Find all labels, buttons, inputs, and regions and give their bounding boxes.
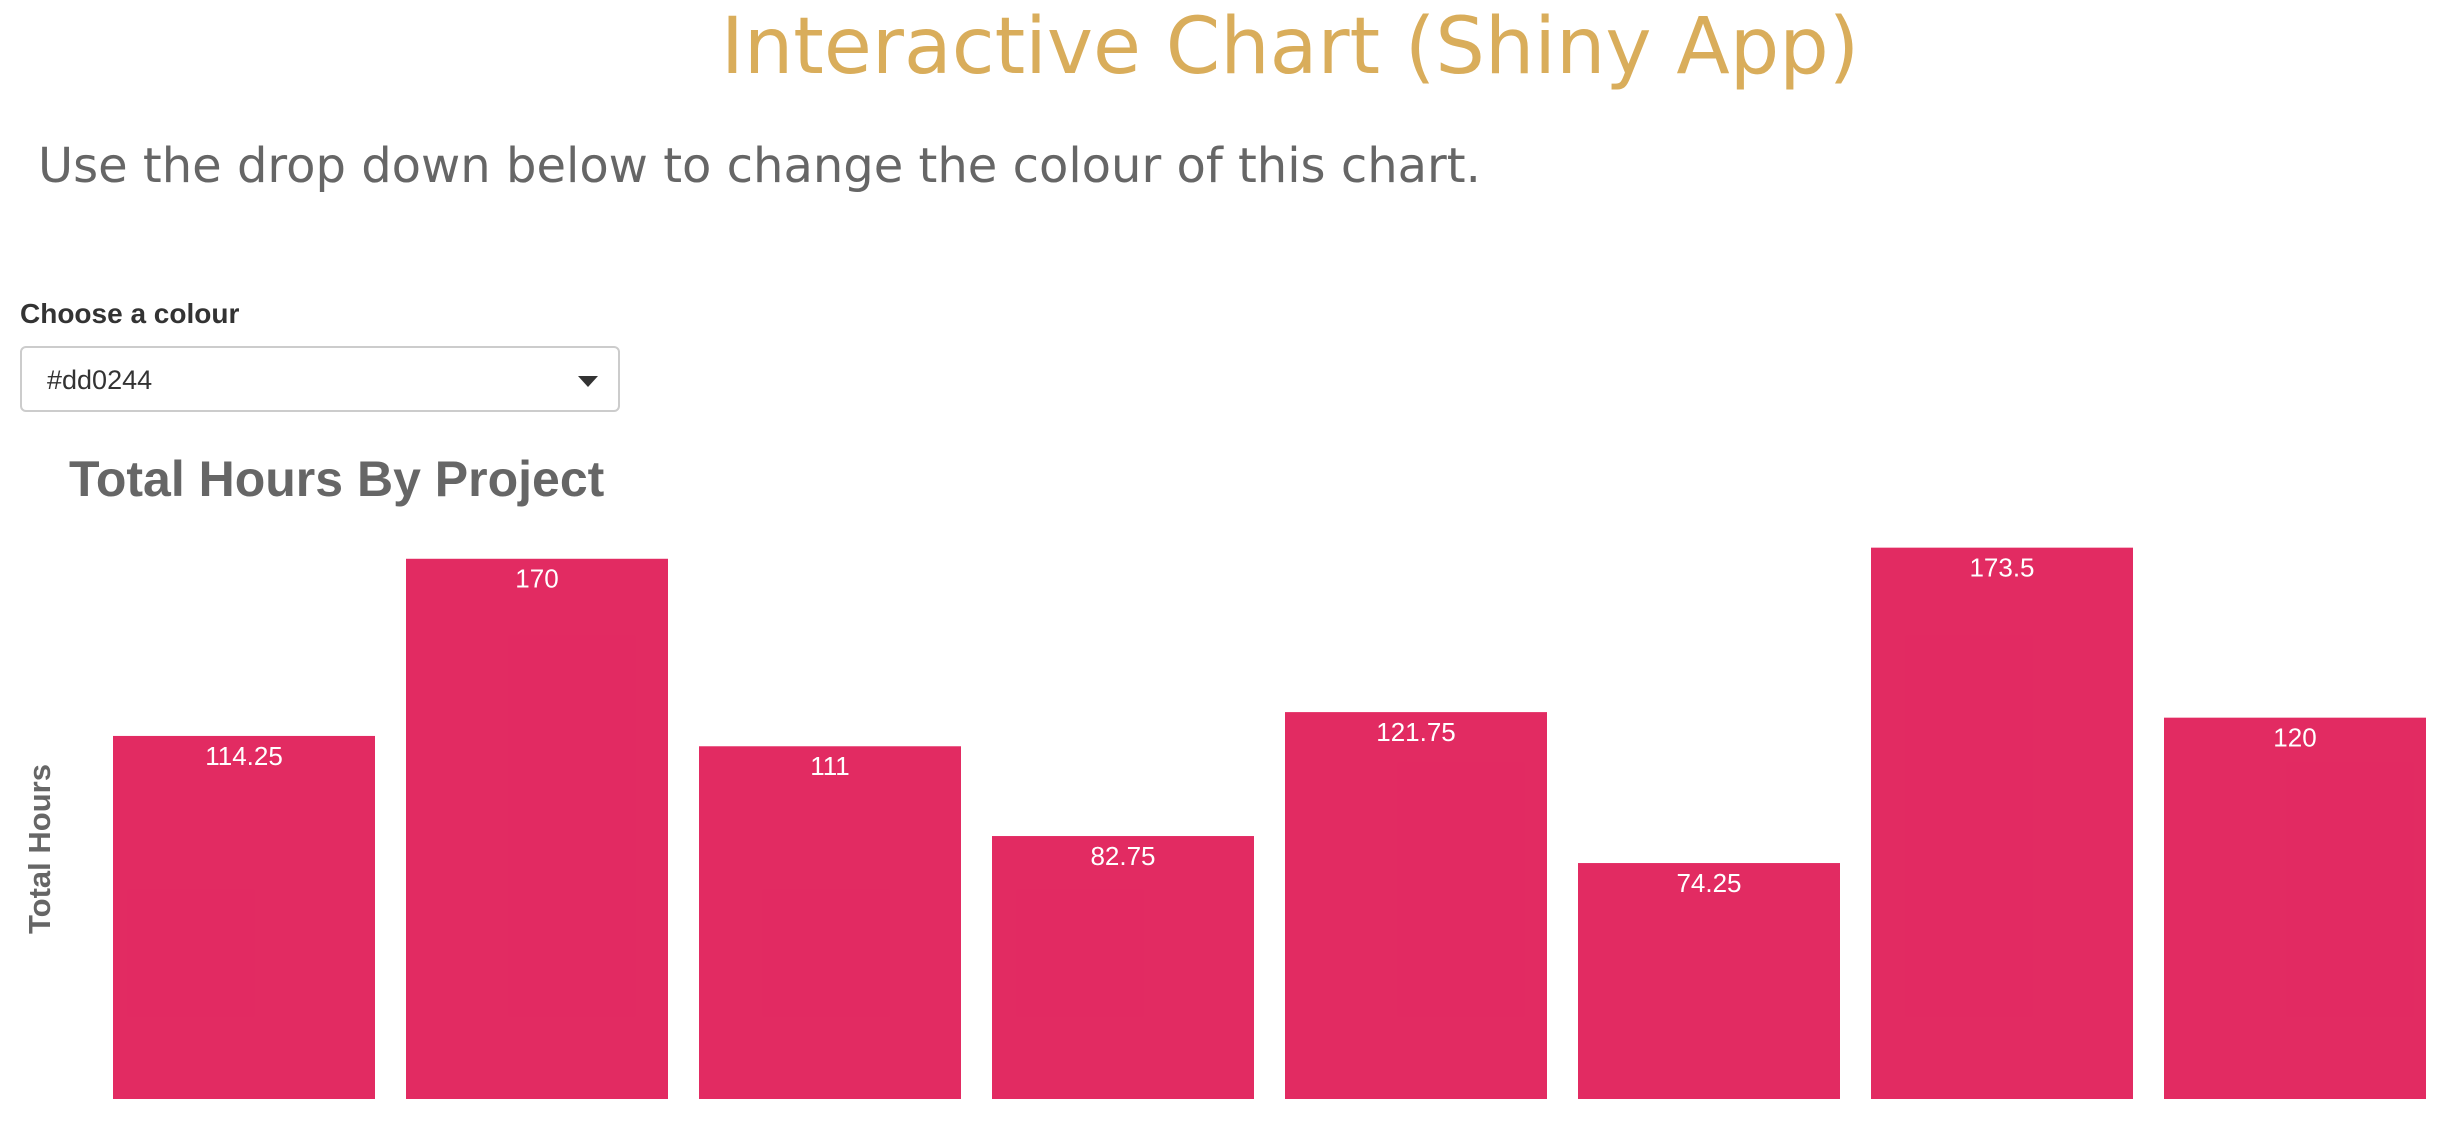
dropdown-caret — [578, 376, 598, 387]
bar-value-label: 173.5 — [1969, 553, 2034, 583]
bar — [992, 836, 1254, 1099]
bar — [113, 735, 375, 1099]
bar-value-label: 121.75 — [1376, 717, 1456, 747]
y-axis-label: Total Hours — [22, 764, 57, 934]
bar — [406, 558, 668, 1099]
bar-value-label: 114.25 — [205, 741, 283, 771]
bar — [1285, 712, 1547, 1099]
bar — [1871, 547, 2133, 1099]
page-title: Interactive Chart (Shiny App) — [720, 2, 1860, 92]
bar-value-label: 120 — [2273, 723, 2316, 753]
control-label: Choose a colour — [20, 298, 240, 329]
bar-value-label: 74.25 — [1676, 868, 1741, 898]
dropdown-value: #dd0244 — [47, 365, 153, 395]
bar — [699, 746, 961, 1099]
page-subtitle: Use the drop down below to change the co… — [38, 138, 1481, 194]
bar-value-label: 170 — [515, 564, 558, 594]
bar — [2164, 717, 2426, 1099]
bar — [1578, 863, 1840, 1099]
chart-title: Total Hours By Project — [69, 451, 605, 507]
bar-value-label: 111 — [810, 751, 850, 781]
bar-value-label: 82.75 — [1090, 841, 1155, 871]
colour-dropdown[interactable]: #dd0244 — [20, 346, 620, 412]
